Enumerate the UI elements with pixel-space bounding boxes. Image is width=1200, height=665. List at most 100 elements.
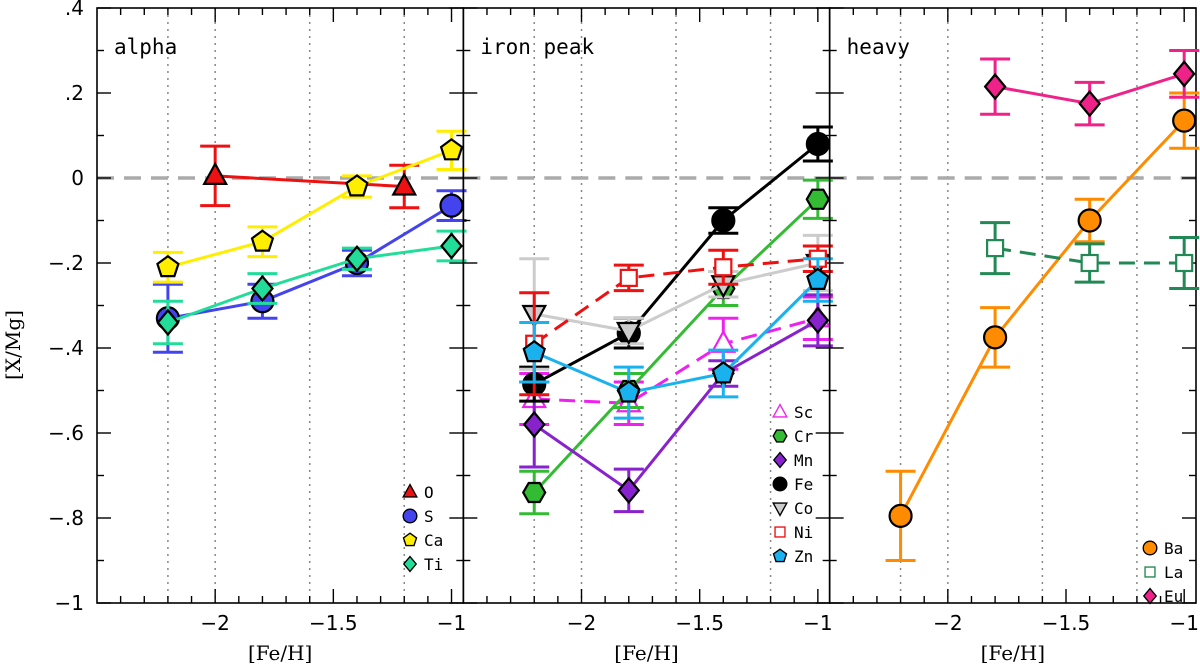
legend-marker	[402, 532, 418, 547]
y-tick-label: −.8	[48, 506, 84, 530]
legend-symbol	[402, 508, 418, 524]
panel-2: −2 −1.5 −1 [Fe/H] iron peak Sc Cr Mn Fe Co Ni Zn	[462, 7, 833, 665]
legend-entry: La	[1164, 563, 1183, 582]
x-axis-label: [Fe/H]	[981, 641, 1045, 665]
legend: Sc Cr Mn Fe Co Ni Zn	[772, 403, 814, 566]
legend-entry: Sc	[794, 403, 813, 422]
data-point	[617, 380, 641, 403]
y-tick-label: .2	[65, 81, 84, 105]
series-line	[167, 148, 453, 269]
legend-marker	[402, 508, 418, 524]
series-fe	[519, 125, 833, 403]
x-tick-label: −2	[933, 611, 962, 635]
series-la	[980, 221, 1200, 290]
legend-symbol	[1144, 566, 1156, 578]
x-tick-label: −1	[803, 611, 832, 635]
data-point	[345, 245, 369, 273]
legend-symbol	[772, 403, 788, 418]
x-tick-label: −1.5	[1042, 611, 1091, 635]
series-line	[215, 174, 405, 188]
x-tick-label: −1.5	[309, 611, 358, 635]
series-ca	[152, 129, 467, 284]
panel-title: iron peak	[480, 35, 594, 59]
y-tick-label: −.4	[48, 336, 84, 360]
legend-entry: Cr	[794, 427, 814, 446]
data-point	[202, 161, 229, 185]
data-point	[617, 476, 641, 505]
data-point	[1080, 253, 1099, 273]
y-tick-label: −1	[55, 591, 84, 615]
data-point	[1172, 108, 1197, 133]
legend-marker	[402, 555, 418, 573]
y-axis-label: [X/Mg]	[1, 310, 25, 380]
panel-frame	[462, 7, 831, 604]
y-tick-label: −.6	[48, 421, 84, 445]
data-point	[983, 72, 1007, 101]
data-point	[156, 254, 180, 278]
data-point	[619, 268, 638, 287]
legend-marker	[772, 502, 788, 517]
series-mn	[519, 293, 833, 514]
data-point	[1172, 60, 1196, 88]
data-point	[888, 503, 913, 528]
plot-layer: −2 −1.5 −1−1−.8−.6−.4−.20.2.4[Fe/H]alphaOS…	[48, 0, 1200, 665]
data-point	[522, 339, 546, 363]
panel-1: −2 −1.5 −1 −1 −.8 −.6 −.4 −.2 0 .2 .4 [Fe/H] alpha OS…	[48, 0, 467, 665]
legend-entry: Co	[794, 499, 813, 518]
series-line	[167, 244, 452, 324]
data-point	[983, 325, 1008, 350]
data-point	[805, 188, 831, 210]
legend-marker	[772, 548, 788, 563]
data-point	[1078, 89, 1102, 118]
y-tick-label: 0	[71, 166, 84, 190]
data-point	[156, 308, 180, 337]
y-tick-label: .4	[65, 0, 84, 20]
legend-symbol	[402, 532, 418, 547]
data-point	[806, 306, 830, 335]
series-line	[533, 142, 819, 386]
legend-marker	[1142, 540, 1158, 556]
series-line	[899, 119, 1186, 517]
series-line	[994, 246, 1185, 265]
legend-entry: Eu	[1164, 587, 1183, 606]
series-eu	[980, 49, 1200, 127]
legend-symbol	[1142, 587, 1158, 605]
legend-marker	[772, 451, 788, 469]
data-point	[440, 232, 463, 260]
data-point	[250, 229, 275, 252]
legend-entry: S	[424, 507, 434, 526]
data-point	[439, 138, 464, 161]
series-line	[533, 278, 819, 395]
legend-entry: O	[424, 483, 434, 502]
legend-marker	[772, 429, 788, 443]
panel-frame	[828, 7, 1197, 604]
legend-symbol	[772, 476, 788, 492]
legend-marker	[774, 526, 786, 538]
legend-entry: Zn	[794, 547, 813, 566]
panel-title: alpha	[114, 35, 177, 59]
legend-entry: Ca	[424, 531, 443, 550]
legend-marker	[772, 403, 788, 418]
legend-symbol	[774, 526, 786, 538]
x-tick-label: −2	[567, 611, 596, 635]
data-point	[711, 361, 736, 384]
legend: Ba La Eu	[1142, 539, 1183, 606]
x-axis-label: [Fe/H]	[248, 641, 312, 665]
x-tick-label: −2	[200, 611, 229, 635]
x-tick-label: −1.5	[675, 611, 724, 635]
legend-symbol	[772, 429, 788, 443]
panel-title: heavy	[847, 35, 910, 59]
data-point	[345, 174, 369, 197]
series-line	[533, 257, 818, 346]
series-line	[533, 198, 819, 494]
x-tick-label: −1	[1169, 611, 1198, 635]
data-point	[711, 208, 736, 233]
series-ba	[885, 91, 1200, 562]
legend-symbol	[772, 502, 788, 517]
series-line	[534, 316, 819, 405]
series-o	[200, 144, 420, 210]
y-tick-label: −.2	[48, 251, 84, 275]
data-point	[806, 267, 830, 290]
panel-3: −2 −1.5 −1 [Fe/H] heavy Ba La Eu	[828, 7, 1200, 665]
data-point	[391, 172, 418, 196]
